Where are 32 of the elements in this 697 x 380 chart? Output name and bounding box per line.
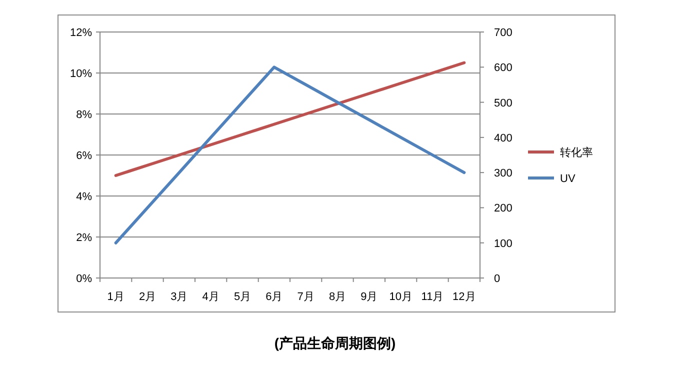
y2-tick-label: 700 [494,27,512,39]
y2-tick-label: 400 [494,132,512,144]
x-tick-label: 12月 [452,291,476,303]
y2-tick-label: 500 [494,97,512,110]
y-tick-label: 2% [76,232,92,244]
y2-tick-label: 300 [494,168,512,180]
x-tick-label: 6月 [266,291,283,303]
x-tick-label: 3月 [170,291,188,303]
x-tick-label: 7月 [297,291,314,303]
y-tick-label: 8% [76,109,92,121]
y-tick-label: 0% [76,273,92,285]
y-tick-label: 12% [70,27,92,39]
x-tick-label: 5月 [234,291,252,303]
line-series [114,61,466,177]
x-tick-label: 9月 [360,291,378,303]
text: (产品生命周期图例) [274,335,396,351]
y2-tick-label: 600 [494,62,512,74]
y2-tick-label: 0 [494,273,500,285]
y-tick-label: 10% [70,68,92,80]
legend-label: UV [560,173,576,185]
y2-tick-label: 100 [494,238,512,250]
x-tick-label: 10月 [389,291,412,303]
x-tick-label: 8月 [328,291,346,303]
x-tick-label: 11月 [421,291,444,303]
x-tick-label: 4月 [202,291,220,303]
y2-tick-label: 200 [494,202,512,215]
y-tick-label: 4% [76,191,92,203]
legend-label: 转化率 [560,146,593,159]
line-series [114,66,466,244]
x-tick-label: 1月 [107,291,124,303]
x-tick-label: 2月 [138,291,156,303]
y-tick-label: 6% [76,150,92,162]
